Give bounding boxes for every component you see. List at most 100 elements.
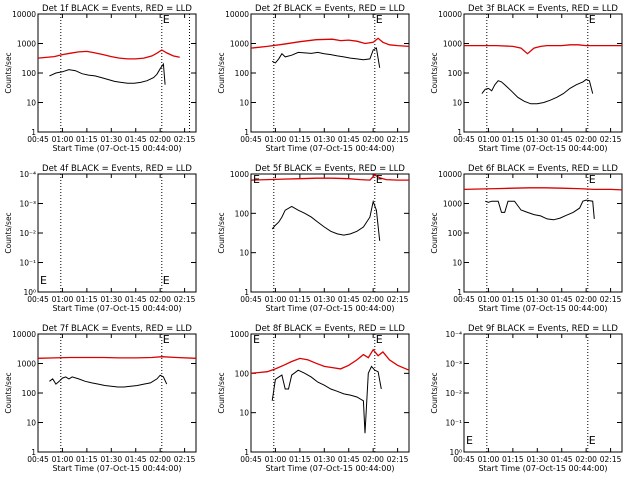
plot-frame xyxy=(250,13,410,133)
x-tick-label: 02:00 xyxy=(362,455,384,464)
x-tick-label: 01:00 xyxy=(265,455,287,464)
series-line-red xyxy=(250,348,410,374)
x-axis-label: Start Time (07-Oct-15 00:44:00) xyxy=(265,304,394,313)
x-tick-label: 01:00 xyxy=(52,455,74,464)
x-tick-label: 00:45 xyxy=(240,455,262,464)
y-axis-label: Counts/sec xyxy=(430,372,439,413)
series-line-black xyxy=(271,199,381,241)
x-tick-label: 02:00 xyxy=(149,135,171,144)
annotation-label: E xyxy=(40,274,47,287)
y-tick-label: 1 xyxy=(31,128,36,137)
x-tick-label: 01:45 xyxy=(338,295,360,304)
series-line-red xyxy=(37,356,197,359)
x-tick-label: 02:00 xyxy=(362,135,384,144)
y-tick-label: 100 xyxy=(235,69,250,78)
series-line-red xyxy=(250,174,409,181)
x-tick-label: 02:15 xyxy=(600,295,622,304)
annotation-label: E xyxy=(163,13,170,26)
plot-frame xyxy=(250,173,410,293)
y-tick-label: 10⁻² xyxy=(19,229,36,238)
y-axis-label: Counts/sec xyxy=(430,52,439,93)
series-line-red xyxy=(37,49,180,60)
x-tick-label: 01:45 xyxy=(125,455,147,464)
x-tick-label: 01:00 xyxy=(52,135,74,144)
panel-title: Det 6f BLACK = Events, RED = LLD xyxy=(468,164,618,174)
x-tick-label: 01:45 xyxy=(338,135,360,144)
y-tick-label: 1 xyxy=(457,128,462,137)
x-tick-label: 01:45 xyxy=(551,455,573,464)
annotation-label: E xyxy=(163,333,170,346)
x-tick-label: 01:30 xyxy=(526,135,548,144)
y-tick-label: 100 xyxy=(448,229,463,238)
plot-frame xyxy=(463,13,623,133)
annotation-label: E xyxy=(589,173,596,186)
y-axis-label: Counts/sec xyxy=(4,372,13,413)
y-tick-label: 10⁻³ xyxy=(19,200,36,209)
y-tick-label: 10⁻⁴ xyxy=(19,170,36,179)
x-tick-label: 02:15 xyxy=(600,135,622,144)
x-tick-label: 01:15 xyxy=(76,295,98,304)
y-tick-label: 100 xyxy=(448,69,463,78)
series-line-red xyxy=(463,187,623,191)
x-axis-label: Start Time (07-Oct-15 00:44:00) xyxy=(265,144,394,153)
panel-5: Det 5f BLACK = Events, RED = LLD 00:45 01:… xyxy=(217,164,410,313)
x-tick-label: 02:00 xyxy=(149,295,171,304)
x-tick-label: 02:15 xyxy=(174,135,196,144)
x-tick-label: 00:45 xyxy=(240,295,262,304)
x-tick-label: 01:30 xyxy=(313,455,335,464)
x-tick-label: 01:45 xyxy=(125,135,147,144)
y-tick-label: 10 xyxy=(26,99,36,108)
x-axis-label: Start Time (07-Oct-15 00:44:00) xyxy=(478,304,607,313)
y-tick-label: 1000 xyxy=(230,330,249,339)
y-tick-label: 1000 xyxy=(443,40,462,49)
series-line-black xyxy=(49,374,168,388)
annotation-label: E xyxy=(376,173,383,186)
x-tick-label: 01:00 xyxy=(52,295,74,304)
x-tick-label: 02:00 xyxy=(149,455,171,464)
x-axis-label: Start Time (07-Oct-15 00:44:00) xyxy=(52,304,181,313)
y-tick-label: 1000 xyxy=(17,40,36,49)
y-tick-label: 10000 xyxy=(12,10,36,19)
x-tick-label: 01:30 xyxy=(313,135,335,144)
y-axis-label: Counts/sec xyxy=(4,52,13,93)
x-tick-label: 01:30 xyxy=(313,295,335,304)
panel-title: Det 9f BLACK = Events, RED = LLD xyxy=(468,324,618,334)
x-axis-label: Start Time (07-Oct-15 00:44:00) xyxy=(478,464,607,473)
x-tick-label: 02:00 xyxy=(362,295,384,304)
y-tick-label: 100 xyxy=(235,369,250,378)
y-tick-label: 100 xyxy=(22,389,37,398)
y-tick-label: 10000 xyxy=(438,10,462,19)
panel-title: Det 7f BLACK = Events, RED = LLD xyxy=(42,324,192,334)
y-tick-label: 10⁰ xyxy=(449,448,462,457)
x-tick-label: 02:00 xyxy=(575,455,597,464)
y-tick-label: 1 xyxy=(457,288,462,297)
y-axis-label: Counts/sec xyxy=(4,212,13,253)
x-tick-label: 02:15 xyxy=(387,295,409,304)
y-tick-label: 10000 xyxy=(438,170,462,179)
x-tick-label: 01:00 xyxy=(265,135,287,144)
x-tick-label: 01:45 xyxy=(125,295,147,304)
x-axis-label: Start Time (07-Oct-15 00:44:00) xyxy=(52,464,181,473)
y-tick-label: 10⁻⁴ xyxy=(445,330,462,339)
plot-frame xyxy=(463,173,623,293)
x-tick-label: 00:45 xyxy=(27,455,49,464)
plot-frame xyxy=(37,333,197,453)
x-tick-label: 01:45 xyxy=(551,295,573,304)
x-tick-label: 01:00 xyxy=(478,135,500,144)
y-axis-label: Counts/sec xyxy=(217,212,226,253)
x-tick-label: 00:45 xyxy=(240,135,262,144)
series-line-black xyxy=(485,199,595,221)
y-tick-label: 100 xyxy=(22,69,37,78)
panel-title: Det 5f BLACK = Events, RED = LLD xyxy=(255,164,405,174)
x-tick-label: 00:45 xyxy=(453,135,475,144)
x-tick-label: 02:15 xyxy=(600,455,622,464)
x-tick-label: 01:30 xyxy=(526,455,548,464)
panel-title: Det 1f BLACK = Events, RED = LLD xyxy=(42,4,192,14)
